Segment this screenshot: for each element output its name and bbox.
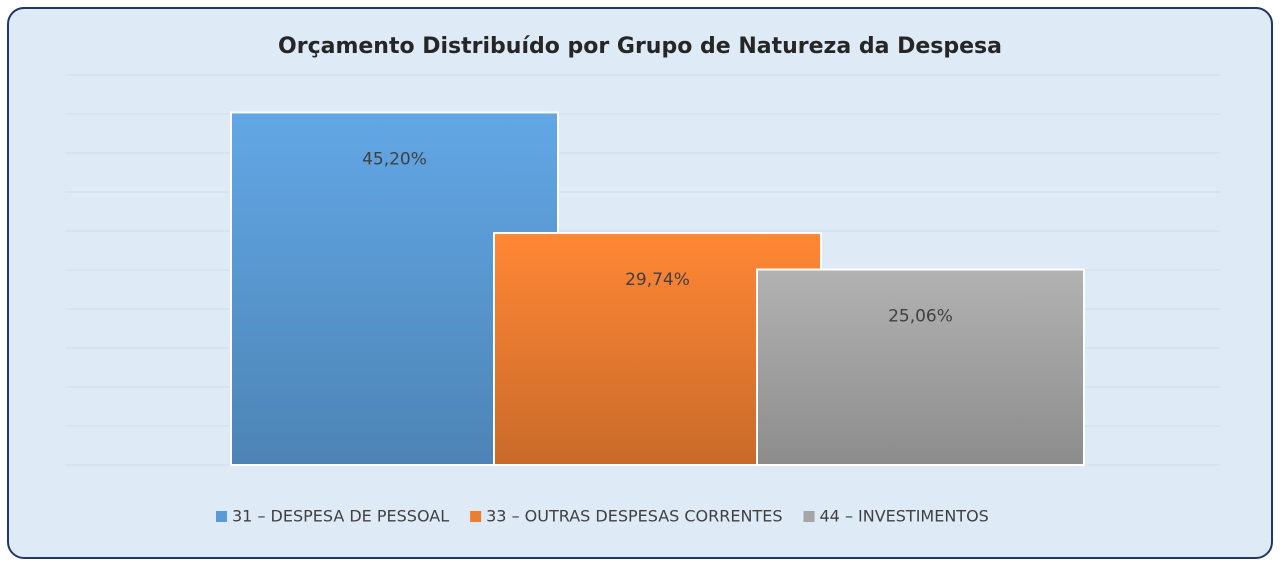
chart-title: Orçamento Distribuído por Grupo de Natur… bbox=[278, 34, 1002, 59]
legend-swatch bbox=[470, 511, 482, 522]
bar bbox=[756, 268, 1085, 467]
legend-label: 44 – INVESTIMENTOS bbox=[820, 507, 989, 526]
legend-label: 33 – OUTRAS DESPESAS CORRENTES bbox=[486, 507, 782, 526]
data-label: 29,74% bbox=[625, 270, 690, 290]
data-label: 45,20% bbox=[362, 149, 427, 169]
data-label: 25,06% bbox=[888, 307, 953, 327]
legend-label: 31 – DESPESA DE PESSOAL bbox=[232, 507, 449, 526]
legend-swatch bbox=[803, 511, 815, 522]
legend-swatch bbox=[216, 511, 227, 522]
